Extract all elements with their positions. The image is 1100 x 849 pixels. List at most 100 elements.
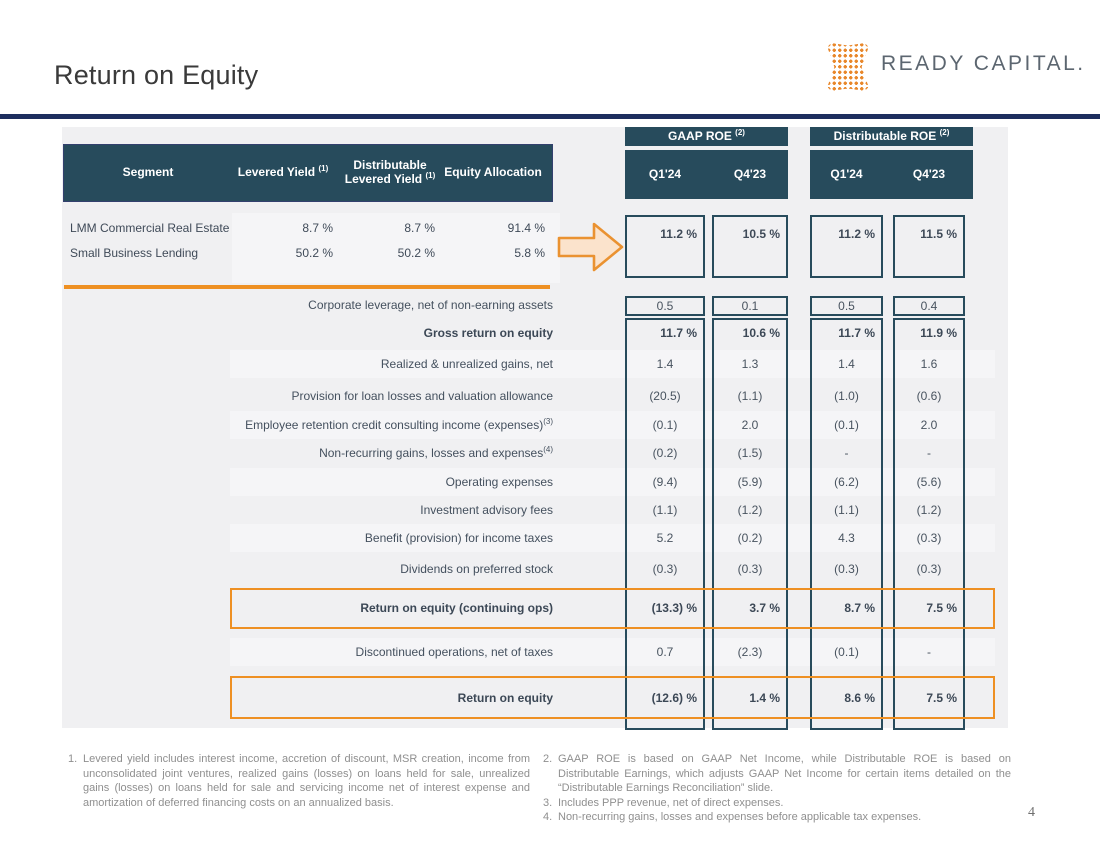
row-value: (0.3) — [737, 562, 763, 576]
row-value: (20.5) — [649, 389, 681, 403]
row-value: (0.2) — [652, 446, 678, 460]
footnote-text: Non-recurring gains, losses and expenses… — [558, 811, 922, 824]
segment-roe-value: 11.2 % — [838, 227, 875, 241]
table-row: Investment advisory fees (1.1) (1.2) (1.… — [0, 496, 1100, 524]
row-value: (9.4) — [652, 475, 678, 489]
row-label: Discontinued operations, net of taxes — [355, 645, 553, 659]
footnote: 2. GAAP ROE is based on GAAP Net Income,… — [543, 752, 1011, 796]
table-row: Employee retention credit consulting inc… — [0, 411, 1100, 439]
gaap-roe-quarters-band — [625, 150, 788, 199]
row-value: (1.2) — [737, 503, 763, 517]
row-value: (0.3) — [916, 562, 942, 576]
column-box — [712, 318, 788, 730]
row-value: 0.7 — [656, 645, 674, 659]
row-value: 8.6 % — [844, 691, 875, 705]
header-levered-yield: Levered Yield (1) — [233, 144, 333, 202]
segment-roe-box — [712, 215, 788, 278]
row-label: Employee retention credit consulting inc… — [245, 417, 553, 433]
row-value: 10.6 % — [742, 326, 780, 340]
row-stripe — [230, 350, 995, 378]
row-value: (0.1) — [834, 418, 859, 432]
row-label: Non-recurring gains, losses and expenses… — [319, 445, 553, 461]
page-title: Return on Equity — [54, 60, 259, 90]
row-value: (13.3) % — [651, 601, 697, 615]
ready-capital-logo-text: READY CAPITAL. — [881, 52, 1086, 75]
row-value: 1.4 — [656, 357, 674, 371]
row-label: Realized & unrealized gains, net — [380, 357, 553, 371]
row-value: 5.2 — [656, 531, 674, 545]
row-stripe — [230, 524, 995, 552]
footnote: 3. Includes PPP revenue, net of direct e… — [543, 796, 1011, 811]
orange-divider — [64, 285, 550, 289]
segment-stripe — [232, 213, 560, 283]
row-value: 8.7 % — [844, 601, 875, 615]
row-value: (0.2) — [737, 531, 763, 545]
row-label: Corporate leverage, net of non-earning a… — [308, 298, 553, 312]
footnote: 4. Non-recurring gains, losses and expen… — [543, 810, 1011, 825]
row-value: 1.4 — [838, 357, 855, 371]
footnote-number: 3. — [543, 796, 553, 809]
header-equity-allocation: Equity Allocation — [440, 144, 546, 202]
quarter-label: Q4'23 — [912, 167, 946, 181]
roe-continuing-highlight-box — [230, 588, 995, 629]
table-row: Provision for loan losses and valuation … — [0, 382, 1100, 410]
segment-roe-value: 11.2 % — [660, 227, 697, 241]
row-label: Return on equity — [457, 691, 553, 705]
footnote-text: GAAP ROE is based on GAAP Net Income, wh… — [558, 753, 1011, 795]
row-value: 0.1 — [712, 296, 788, 316]
row-label: Operating expenses — [445, 475, 553, 489]
table-row: Benefit (provision) for income taxes 5.2… — [0, 524, 1100, 552]
row-value: - — [844, 446, 849, 460]
segment-roe-box — [810, 215, 883, 278]
row-value: (5.6) — [916, 475, 942, 489]
row-value: 1.3 — [741, 357, 759, 371]
segment-dist-levered-yield: 8.7 % — [404, 221, 435, 235]
distributable-roe-header: Distributable ROE (2) — [810, 127, 973, 146]
row-value: - — [927, 645, 931, 659]
segment-roe-value: 11.5 % — [920, 227, 957, 241]
table-row: Gross return on equity 11.7 % 10.6 % 11.… — [0, 319, 1100, 347]
row-value: 0.4 — [893, 296, 965, 316]
row-value: (0.1) — [834, 645, 859, 659]
arrow-right-icon — [557, 222, 624, 272]
row-label: Provision for loan losses and valuation … — [291, 389, 554, 403]
footnote-number: 2. — [543, 753, 553, 765]
row-label: Return on equity (continuing ops) — [360, 601, 553, 615]
row-value: (1.1) — [737, 389, 763, 403]
table-row: Dividends on preferred stock (0.3) (0.3)… — [0, 555, 1100, 583]
segment-roe-value: 10.5 % — [742, 227, 780, 241]
row-value: 2.0 — [920, 418, 938, 432]
row-value: 1.4 % — [749, 691, 780, 705]
row-label: Gross return on equity — [423, 326, 553, 340]
ready-capital-logo-icon — [827, 43, 869, 91]
row-value: (5.9) — [737, 475, 763, 489]
row-value: (1.0) — [834, 389, 859, 403]
segment-name: LMM Commercial Real Estate — [70, 221, 230, 235]
header-distributable-levered-yield-label: Distributable Levered Yield (1) — [344, 158, 436, 186]
footnotes-left: 1. Levered yield includes interest incom… — [68, 752, 530, 810]
footnote: 1. Levered yield includes interest incom… — [68, 752, 530, 810]
header-levered-yield-label: Levered Yield (1) — [237, 164, 329, 180]
segment-dist-levered-yield: 50.2 % — [397, 246, 435, 260]
table-row: Discontinued operations, net of taxes 0.… — [0, 638, 1100, 666]
quarter-label: Q1'24 — [648, 167, 682, 181]
row-value: 7.5 % — [926, 691, 957, 705]
row-value: 11.7 % — [838, 326, 875, 340]
row-value: (0.1) — [652, 418, 678, 432]
row-stripe — [230, 411, 995, 439]
row-label: Benefit (provision) for income taxes — [364, 531, 553, 545]
segment-equity-allocation: 91.4 % — [507, 221, 545, 235]
row-label: Investment advisory fees — [420, 503, 553, 517]
row-value: (12.6) % — [651, 691, 697, 705]
row-value: 3.7 % — [749, 601, 780, 615]
segment-table-header — [63, 144, 553, 202]
row-value: - — [927, 446, 931, 460]
row-value: (0.3) — [652, 562, 678, 576]
row-value: 0.5 — [810, 296, 883, 316]
row-label: Dividends on preferred stock — [400, 562, 553, 576]
row-value: 11.7 % — [660, 326, 697, 340]
row-stripe — [230, 468, 995, 496]
row-value: (6.2) — [834, 475, 859, 489]
segment-levered-yield: 8.7 % — [302, 221, 333, 235]
row-value: (1.1) — [652, 503, 678, 517]
